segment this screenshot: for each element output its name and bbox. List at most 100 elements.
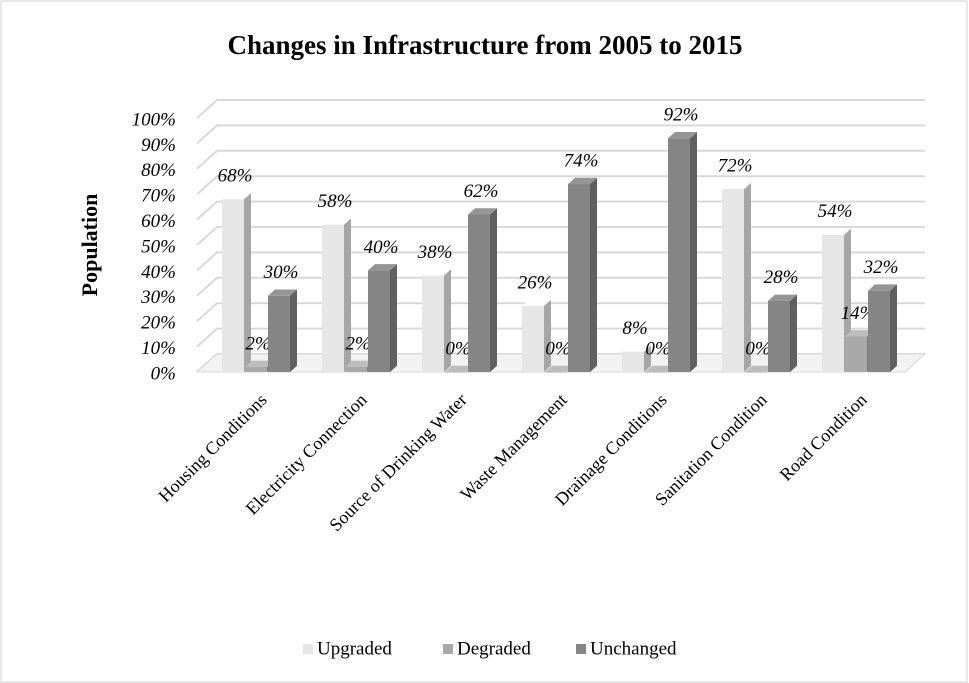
bar-front xyxy=(368,270,390,372)
bar-front xyxy=(545,372,567,373)
bar xyxy=(422,269,451,372)
legend-swatch xyxy=(576,644,586,654)
bar-front xyxy=(345,366,367,372)
value-label: 72% xyxy=(718,155,753,176)
value-label: 40% xyxy=(364,237,399,258)
value-label: 62% xyxy=(464,181,499,202)
bar-top xyxy=(468,208,497,215)
bar-top xyxy=(822,228,851,235)
bar xyxy=(622,345,651,372)
bar-front xyxy=(568,184,590,372)
y-tick-label: 30% xyxy=(140,287,176,308)
bar-front xyxy=(222,199,244,372)
bar-side xyxy=(590,177,597,372)
bar-front xyxy=(322,224,344,372)
value-label: 68% xyxy=(218,166,253,187)
bar-front xyxy=(445,372,467,373)
bar-top xyxy=(845,330,874,337)
bar-top xyxy=(722,182,751,190)
bar-side xyxy=(244,192,251,372)
bar xyxy=(645,365,674,373)
y-tick-label: 60% xyxy=(141,211,176,232)
value-label: 26% xyxy=(518,272,553,293)
bar-top xyxy=(545,365,574,372)
grid-line xyxy=(196,124,925,145)
bar xyxy=(468,208,497,372)
y-tick-label: 100% xyxy=(132,109,176,130)
value-label: 0% xyxy=(645,338,670,359)
bar-top xyxy=(622,345,651,352)
bar-side xyxy=(644,345,651,372)
bar-side xyxy=(690,132,697,372)
bar-top xyxy=(245,360,274,367)
bar-front xyxy=(422,275,444,372)
y-tick-label: 50% xyxy=(141,236,176,257)
bar-side xyxy=(444,269,451,372)
bar-side xyxy=(744,182,751,372)
bar-front xyxy=(522,305,544,372)
bar xyxy=(222,192,251,372)
value-label: 32% xyxy=(863,257,899,278)
bar-top xyxy=(645,365,674,372)
bar-top xyxy=(668,132,697,139)
bar-side xyxy=(490,208,497,372)
bar-front xyxy=(668,138,690,372)
legend-label: Unchanged xyxy=(590,638,677,659)
bar-side xyxy=(344,218,351,372)
bar xyxy=(268,289,297,372)
value-label: 38% xyxy=(417,242,453,263)
bar xyxy=(545,365,574,373)
bar-top xyxy=(422,269,451,276)
value-label: 58% xyxy=(318,191,353,212)
value-label: 92% xyxy=(664,105,699,126)
y-axis-title: Population xyxy=(77,194,102,297)
bar-front xyxy=(468,214,490,372)
value-label: 0% xyxy=(445,338,470,359)
bar-front xyxy=(745,372,767,373)
bar xyxy=(668,132,697,372)
bar-front xyxy=(868,290,890,372)
bar-front xyxy=(822,234,844,372)
bar-top xyxy=(322,218,351,225)
bar-top xyxy=(268,289,297,296)
bar-side xyxy=(890,284,897,372)
bar xyxy=(768,294,797,372)
bar-front xyxy=(268,295,290,372)
chart-title: Changes in Infrastructure from 2005 to 2… xyxy=(228,30,743,60)
legend-swatch xyxy=(443,644,453,654)
legend-label: Upgraded xyxy=(317,638,392,659)
bar-side xyxy=(790,294,797,372)
bar-front xyxy=(768,300,790,372)
bar-top xyxy=(522,299,551,306)
y-tick-label: 20% xyxy=(141,313,176,334)
legend-swatch xyxy=(303,644,313,654)
bar-top xyxy=(445,365,474,372)
value-label: 14% xyxy=(841,303,876,324)
bar-side xyxy=(544,299,551,372)
bar-top xyxy=(868,284,897,291)
y-tick-label: 10% xyxy=(141,338,176,359)
bar-top xyxy=(745,365,774,372)
bar xyxy=(568,177,597,372)
value-label: 0% xyxy=(545,338,570,359)
value-label: 30% xyxy=(263,262,299,283)
bar xyxy=(868,284,897,372)
bar xyxy=(522,299,551,372)
bar xyxy=(322,218,351,372)
bar-front xyxy=(645,372,667,373)
value-label: 8% xyxy=(622,318,647,339)
value-label: 2% xyxy=(245,333,270,354)
bar-top xyxy=(345,360,374,367)
y-tick-label: 90% xyxy=(141,135,176,156)
value-label: 0% xyxy=(745,338,770,359)
bar xyxy=(745,365,774,373)
legend-label: Degraded xyxy=(457,638,531,659)
y-tick-label: 70% xyxy=(141,186,176,207)
bar-top xyxy=(368,264,397,271)
bar-side xyxy=(390,264,397,372)
bar-side xyxy=(290,289,297,372)
bar xyxy=(368,264,397,372)
value-label: 54% xyxy=(818,201,853,222)
bar-front xyxy=(622,351,644,372)
